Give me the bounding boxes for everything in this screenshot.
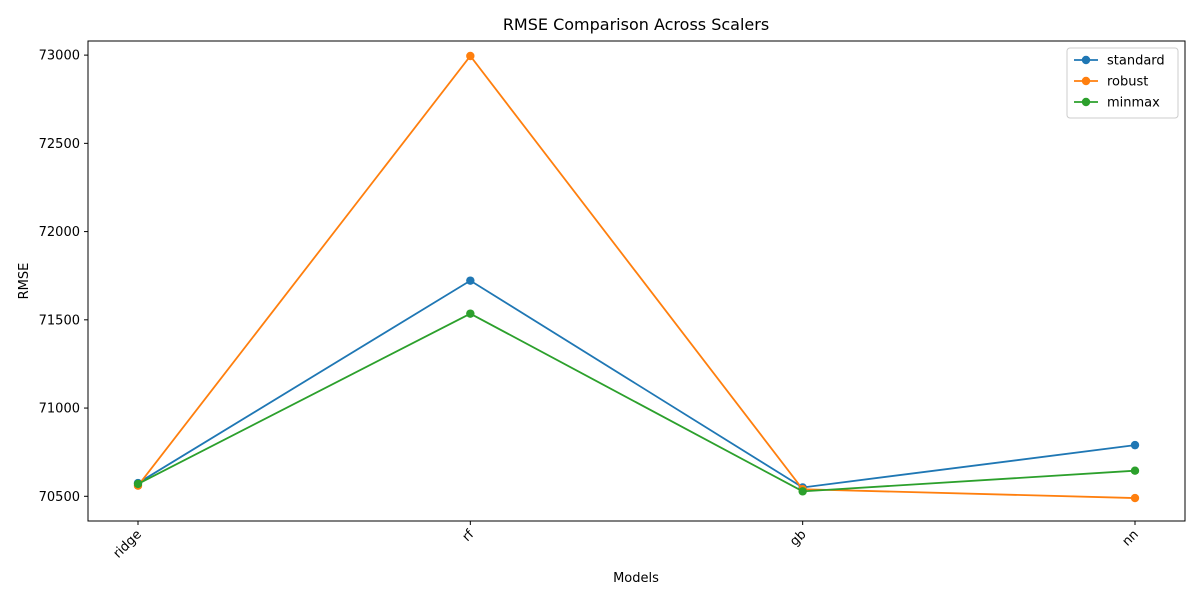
legend-box bbox=[1066, 47, 1179, 119]
data-point-minmax-nn bbox=[1130, 466, 1140, 475]
legend: standard robust minmax bbox=[1066, 47, 1179, 119]
y-tick-label: 72000 bbox=[39, 225, 80, 240]
y-tick-label: 71500 bbox=[39, 313, 80, 328]
chart-title: RMSE Comparison Across Scalers bbox=[503, 15, 769, 34]
legend-label-robust: robust bbox=[1107, 75, 1148, 90]
y-tick-label: 73000 bbox=[39, 49, 80, 64]
x-tick-label: ridge bbox=[111, 527, 145, 561]
series-line-robust bbox=[137, 54, 1136, 499]
y-tick-label: 70500 bbox=[39, 490, 80, 505]
legend-label-minmax: minmax bbox=[1107, 96, 1160, 111]
y-tick-label: 71000 bbox=[39, 402, 80, 417]
legend-marker-standard bbox=[1081, 55, 1091, 65]
x-tick-label: nn bbox=[1120, 527, 1142, 549]
legend-marker-minmax bbox=[1081, 97, 1091, 107]
series-line-standard bbox=[137, 279, 1136, 489]
legend-label-standard: standard bbox=[1107, 54, 1165, 69]
data-point-robust-rf bbox=[466, 51, 475, 61]
y-axis-label: RMSE bbox=[17, 263, 32, 300]
x-axis-label: Models bbox=[613, 571, 659, 586]
data-point-standard-rf bbox=[466, 276, 475, 285]
data-point-minmax-ridge bbox=[133, 479, 143, 489]
series-line-minmax bbox=[137, 312, 1136, 493]
y-tick-label: 72500 bbox=[39, 137, 80, 152]
plot-frame bbox=[87, 40, 1186, 522]
data-point-minmax-rf bbox=[466, 309, 475, 318]
data-point-robust-nn bbox=[1130, 493, 1140, 503]
plot-area: 70500 71000 71500 72000 72500 73000 ridge rf gb n… bbox=[39, 40, 1186, 561]
data-point-standard-nn bbox=[1130, 440, 1140, 450]
x-tick-label: gb bbox=[787, 527, 809, 549]
x-tick-label: rf bbox=[460, 527, 478, 545]
legend-marker-robust bbox=[1081, 76, 1091, 86]
data-point-minmax-gb bbox=[798, 487, 807, 496]
